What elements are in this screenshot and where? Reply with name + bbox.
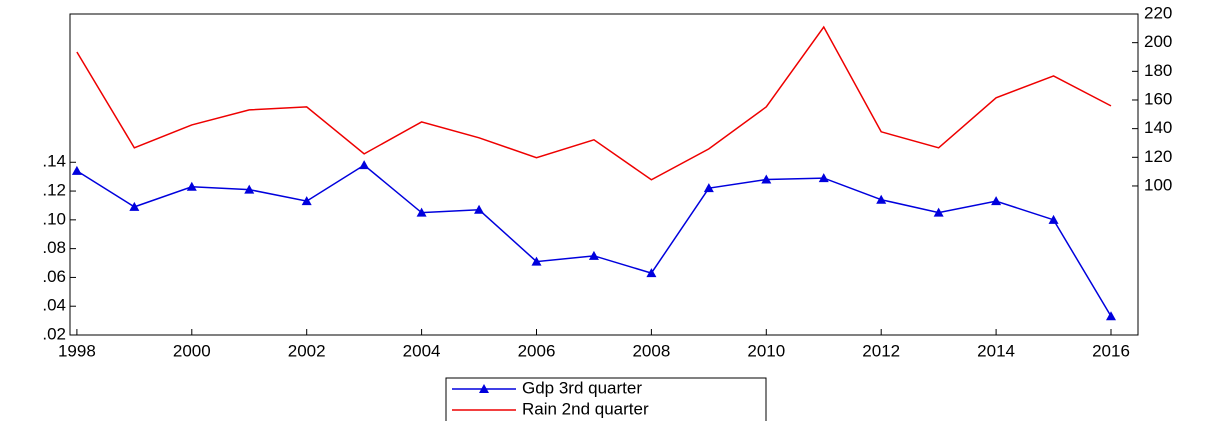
- point-marker: [818, 173, 829, 183]
- legend-box: [445, 377, 767, 421]
- y2-tick-label: 100: [1144, 175, 1172, 194]
- y2-tick-label: 160: [1144, 89, 1172, 108]
- point-marker: [646, 268, 657, 278]
- y-tick-label: .12: [42, 181, 66, 200]
- x-tick-label: 2012: [862, 341, 900, 360]
- point-marker: [186, 181, 197, 191]
- point-marker: [359, 160, 370, 170]
- x-tick-label: 2004: [403, 341, 441, 360]
- y-tick-label: .14: [42, 152, 66, 171]
- y-tick-label: .08: [42, 238, 66, 257]
- legend-marker: [479, 384, 489, 393]
- point-marker: [301, 196, 312, 206]
- x-tick-label: 2016: [1092, 341, 1130, 360]
- x-tick-label: 2002: [288, 341, 326, 360]
- y-tick-label: .02: [42, 324, 66, 343]
- legend-label: Gdp 3rd quarter: [522, 378, 642, 397]
- series-line: [76, 25, 1112, 181]
- plot-frame: [69, 13, 1139, 336]
- y-tick-label: .10: [42, 209, 66, 228]
- y-tick-label: .04: [42, 296, 66, 315]
- point-marker: [703, 183, 714, 193]
- point-marker: [416, 207, 427, 217]
- y2-tick-label: 140: [1144, 118, 1172, 137]
- point-marker: [1048, 214, 1059, 224]
- point-marker: [531, 256, 542, 266]
- x-tick-label: 2000: [173, 341, 211, 360]
- point-marker: [933, 207, 944, 217]
- x-tick-label: 2008: [632, 341, 670, 360]
- series-line: [76, 164, 1112, 317]
- y-tick-label: .06: [42, 267, 66, 286]
- y2-tick-label: 220: [1144, 3, 1172, 22]
- x-tick-label: 2006: [518, 341, 556, 360]
- point-marker: [244, 184, 255, 194]
- point-marker: [588, 250, 599, 260]
- y2-tick-label: 200: [1144, 32, 1172, 51]
- point-marker: [1105, 311, 1116, 321]
- y2-tick-label: 120: [1144, 147, 1172, 166]
- x-tick-label: 2014: [977, 341, 1015, 360]
- point-marker: [71, 165, 82, 175]
- x-tick-label: 2010: [747, 341, 785, 360]
- point-marker: [761, 174, 772, 184]
- x-tick-label: 1998: [58, 341, 96, 360]
- point-marker: [129, 201, 140, 211]
- point-marker: [991, 196, 1002, 206]
- point-marker: [474, 204, 485, 214]
- legend-label: Rain 2nd quarter: [522, 399, 649, 418]
- y2-tick-label: 180: [1144, 61, 1172, 80]
- point-marker: [876, 194, 887, 204]
